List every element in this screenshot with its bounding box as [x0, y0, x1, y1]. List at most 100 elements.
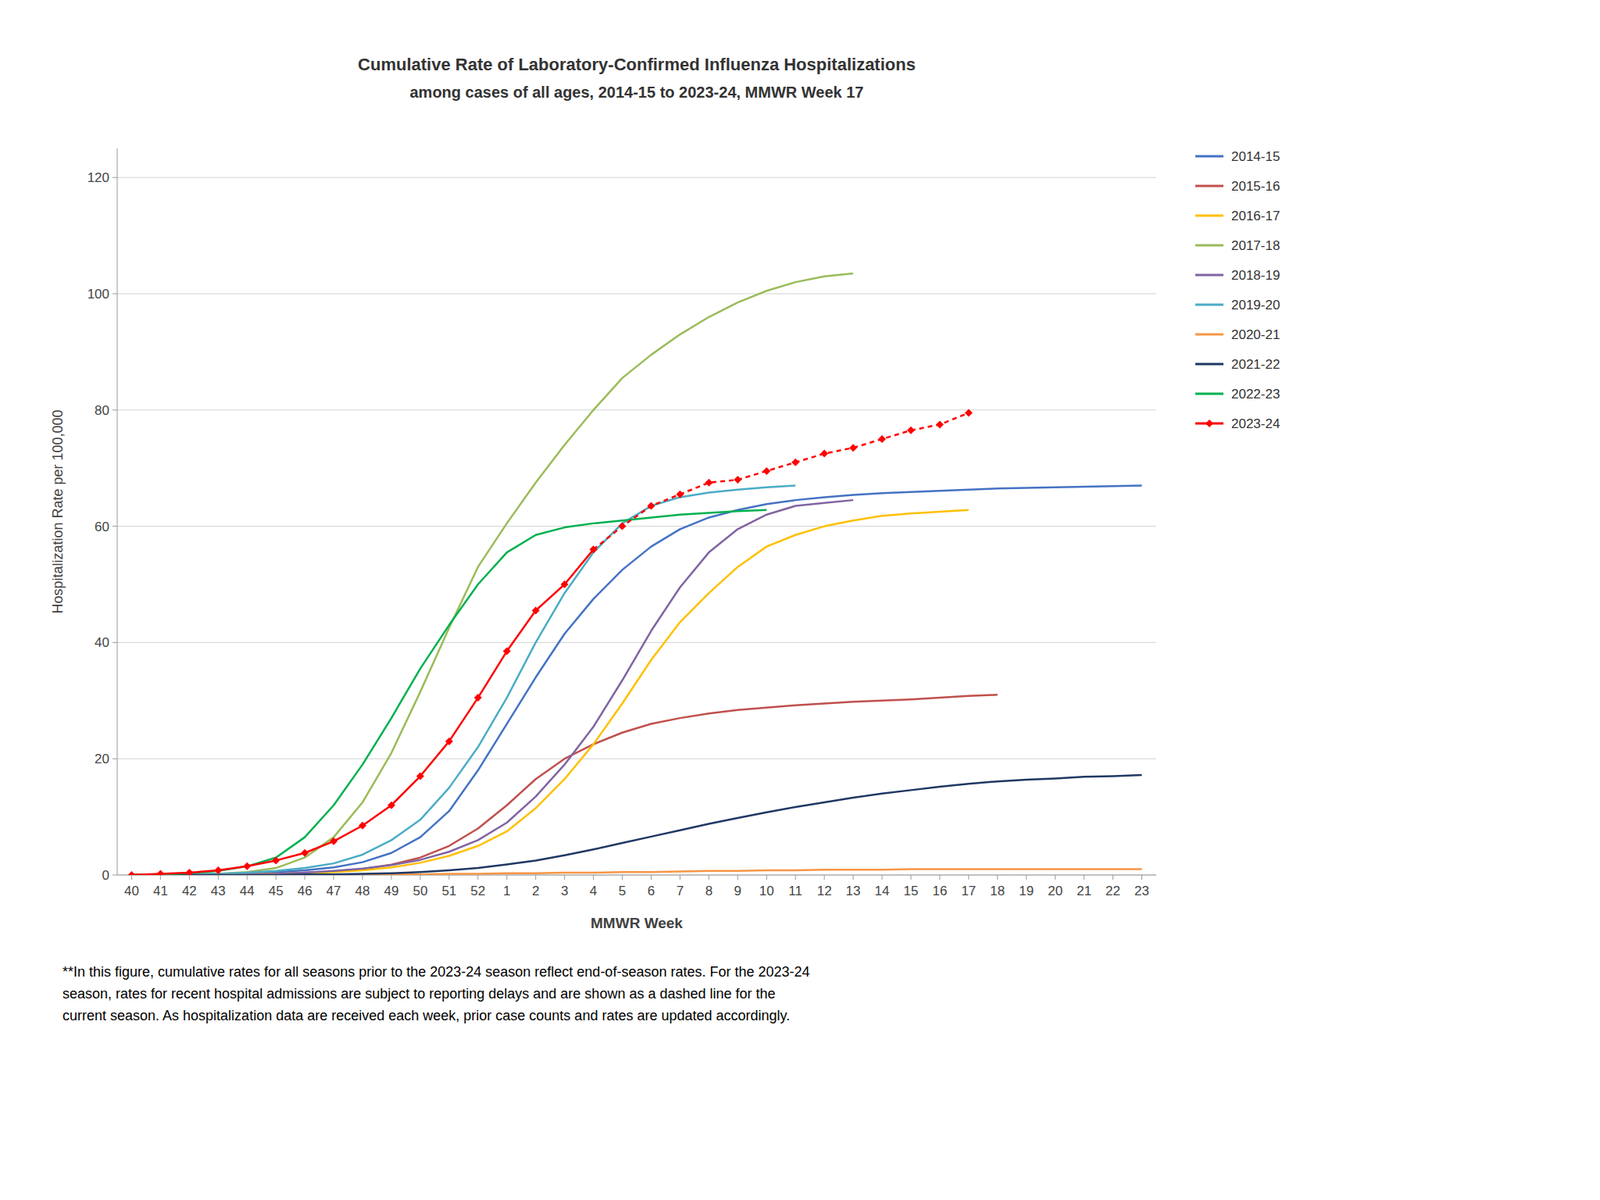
marker: [329, 837, 338, 846]
series-line: [131, 485, 796, 875]
grid-line: [117, 177, 1157, 179]
legend-marker: [1205, 419, 1214, 428]
grid-line: [117, 642, 1157, 643]
legend-label: 2022-23: [1231, 386, 1280, 402]
y-tick-label: 0: [102, 867, 110, 883]
marker: [704, 478, 713, 487]
x-tick: [1112, 875, 1114, 880]
y-tick-label: 20: [94, 751, 110, 767]
y-tick-label: 60: [94, 519, 110, 535]
x-tick: [882, 875, 883, 880]
y-tick: [112, 293, 118, 295]
marker: [271, 856, 280, 865]
marker: [964, 409, 973, 418]
x-tick: [708, 875, 710, 880]
x-tick-label: 12: [817, 883, 833, 899]
y-tick: [112, 875, 118, 876]
x-axis-label: MMWR Week: [590, 914, 683, 932]
x-tick: [535, 875, 536, 880]
marker: [387, 801, 396, 810]
x-tick: [795, 875, 797, 880]
x-tick: [1025, 875, 1027, 880]
marker: [589, 545, 598, 554]
marker: [907, 426, 915, 435]
x-tick: [275, 875, 277, 880]
legend-label: 2018-19: [1231, 267, 1280, 283]
series-line: [131, 775, 1142, 875]
y-tick-label: 100: [87, 286, 110, 302]
legend-label: 2023-24: [1231, 416, 1280, 432]
y-tick-label: 80: [94, 403, 110, 418]
x-tick: [853, 875, 854, 880]
y-axis-label: Hospitalization Rate per 100,000: [50, 409, 66, 614]
marker: [762, 467, 771, 475]
x-tick: [679, 875, 681, 880]
marker: [156, 870, 165, 875]
x-tick-label: 15: [903, 883, 919, 899]
x-tick-label: 52: [470, 883, 486, 899]
legend-label: 2017-18: [1231, 238, 1280, 254]
series-line-dashed: [593, 413, 969, 550]
x-tick: [766, 875, 768, 880]
marker: [358, 821, 367, 830]
legend-label: 2015-16: [1231, 178, 1280, 194]
x-tick: [333, 875, 335, 880]
title: Cumulative Rate of Laboratory-Confirmed …: [357, 54, 916, 75]
x-tick-label: 45: [268, 883, 284, 899]
x-tick: [362, 875, 364, 880]
marker: [300, 849, 309, 858]
x-tick-label: 10: [759, 883, 775, 899]
footnote-line: current season. As hospitalization data …: [62, 1007, 790, 1024]
y-tick: [112, 642, 118, 643]
x-tick: [419, 875, 421, 880]
x-tick: [1083, 875, 1085, 880]
x-tick-label: 18: [989, 883, 1005, 899]
x-tick: [131, 875, 133, 880]
x-tick-label: 22: [1105, 883, 1121, 899]
y-tick-label: 120: [87, 170, 110, 186]
x-tick-label: 51: [441, 883, 457, 899]
marker: [849, 443, 858, 452]
grid-line: [117, 293, 1157, 295]
y-axis: [117, 148, 118, 875]
legend-label: 2020-21: [1231, 327, 1280, 343]
marker: [127, 871, 136, 875]
series-line: [131, 273, 854, 875]
legend-swatch: [1195, 392, 1224, 396]
x-tick-label: 44: [239, 883, 255, 899]
marker: [646, 502, 655, 511]
legend-swatch: [1195, 244, 1224, 247]
x-tick-label: 42: [182, 883, 197, 899]
y-tick: [112, 525, 118, 527]
legend-label: 2016-17: [1231, 208, 1280, 224]
series-line: [131, 500, 854, 875]
x-tick-label: 46: [297, 883, 313, 899]
marker: [820, 450, 829, 458]
x-tick-label: 14: [875, 883, 890, 899]
legend-label: 2019-20: [1231, 297, 1280, 313]
y-tick: [112, 409, 118, 411]
marker: [733, 475, 742, 484]
x-tick: [506, 875, 508, 880]
x-tick: [1141, 875, 1143, 880]
legend-swatch: [1195, 214, 1224, 218]
marker: [791, 458, 800, 467]
marker: [214, 866, 222, 875]
x-tick: [304, 875, 306, 880]
x-tick: [390, 875, 392, 880]
x-tick-label: 6: [647, 883, 655, 899]
x-tick: [448, 875, 450, 880]
grid-line: [117, 758, 1157, 760]
series-line: [131, 510, 767, 875]
marker: [445, 737, 454, 746]
x-tick-label: 48: [355, 883, 371, 899]
x-tick-label: 4: [589, 883, 597, 899]
x-tick-label: 9: [734, 883, 742, 899]
x-tick-label: 49: [384, 883, 400, 899]
x-tick-label: 47: [326, 883, 342, 899]
footnote: **In this figure, cumulative rates for a…: [62, 964, 811, 1024]
x-tick: [189, 875, 190, 880]
legend-swatch: [1195, 274, 1224, 277]
x-tick: [160, 875, 161, 880]
chart: Cumulative Rate of Laboratory-Confirmed …: [0, 0, 1600, 1200]
